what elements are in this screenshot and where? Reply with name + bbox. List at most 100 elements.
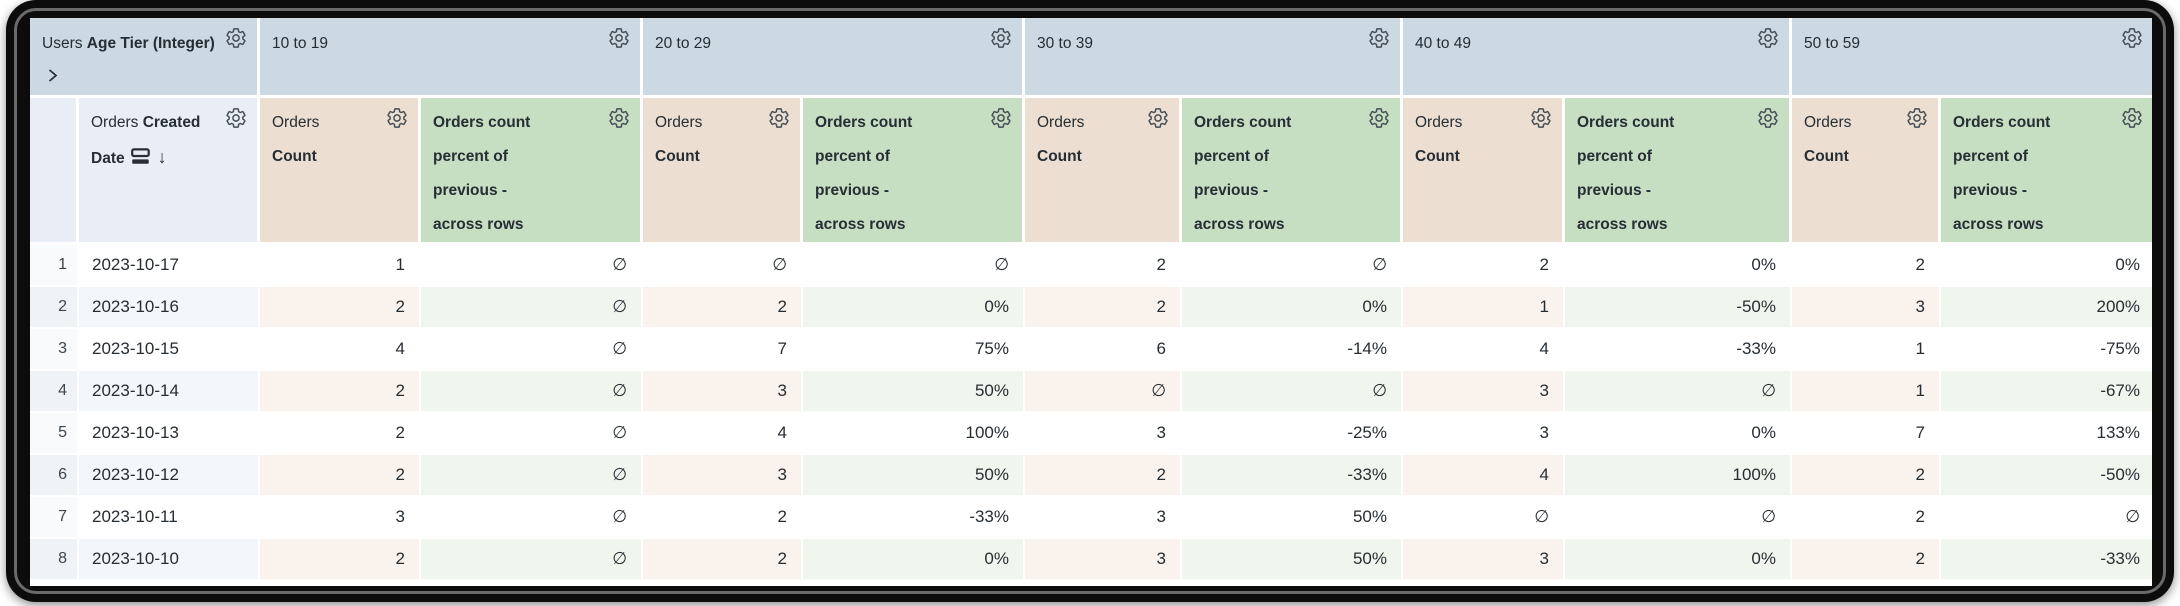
count-value-cell[interactable]: 1 bbox=[1792, 371, 1941, 413]
count-value-cell[interactable]: 2 bbox=[1025, 455, 1182, 497]
count-value-cell[interactable]: 2 bbox=[1792, 497, 1941, 539]
count-value-cell[interactable]: 1 bbox=[260, 245, 421, 287]
date-cell[interactable]: 2023-10-16 bbox=[79, 287, 260, 329]
gear-icon[interactable] bbox=[2121, 27, 2143, 49]
gear-icon[interactable] bbox=[608, 27, 630, 49]
count-value-cell[interactable]: 2 bbox=[260, 539, 421, 581]
count-value-cell[interactable]: 3 bbox=[1792, 287, 1941, 329]
count-value-cell[interactable]: 3 bbox=[1403, 371, 1565, 413]
count-value-cell[interactable]: 7 bbox=[1792, 413, 1941, 455]
percent-header-cell-10-to-19[interactable]: Orders count percent of previous - acros… bbox=[421, 98, 643, 245]
count-value-cell[interactable]: 2 bbox=[643, 497, 803, 539]
date-cell[interactable]: 2023-10-12 bbox=[79, 455, 260, 497]
gear-icon[interactable] bbox=[1906, 107, 1928, 129]
pivot-header-cell-10-19[interactable]: 10 to 19 bbox=[260, 18, 643, 98]
count-value-cell[interactable]: ∅ bbox=[1403, 497, 1565, 539]
date-cell[interactable]: 2023-10-13 bbox=[79, 413, 260, 455]
date-cell[interactable]: 2023-10-10 bbox=[79, 539, 260, 581]
percent-header-cell-50-to-59[interactable]: Orders count percent of previous - acros… bbox=[1941, 98, 2152, 245]
percent-value-cell[interactable]: 133% bbox=[1941, 413, 2152, 455]
count-header-cell-40-to-49[interactable]: Orders Count bbox=[1403, 98, 1565, 245]
count-value-cell[interactable]: 3 bbox=[260, 497, 421, 539]
percent-value-cell[interactable]: -33% bbox=[803, 497, 1025, 539]
count-value-cell[interactable]: 3 bbox=[1025, 497, 1182, 539]
date-header-cell[interactable]: Orders Created Date ↓ bbox=[79, 98, 260, 245]
sort-desc-arrow-icon[interactable]: ↓ bbox=[157, 147, 167, 167]
percent-value-cell[interactable]: -75% bbox=[1941, 329, 2152, 371]
gear-icon[interactable] bbox=[1757, 27, 1779, 49]
count-value-cell[interactable]: ∅ bbox=[643, 245, 803, 287]
percent-value-cell[interactable]: ∅ bbox=[1182, 245, 1403, 287]
percent-value-cell[interactable]: -33% bbox=[1941, 539, 2152, 581]
gear-icon[interactable] bbox=[1368, 107, 1390, 129]
percent-value-cell[interactable]: ∅ bbox=[421, 497, 643, 539]
count-value-cell[interactable]: 3 bbox=[1025, 539, 1182, 581]
gear-icon[interactable] bbox=[225, 27, 247, 49]
percent-value-cell[interactable]: 0% bbox=[1182, 287, 1403, 329]
count-value-cell[interactable]: 7 bbox=[643, 329, 803, 371]
percent-value-cell[interactable]: ∅ bbox=[421, 329, 643, 371]
percent-value-cell[interactable]: ∅ bbox=[421, 455, 643, 497]
count-value-cell[interactable]: 2 bbox=[260, 371, 421, 413]
count-value-cell[interactable]: 6 bbox=[1025, 329, 1182, 371]
percent-value-cell[interactable]: -50% bbox=[1941, 455, 2152, 497]
count-value-cell[interactable]: 2 bbox=[643, 287, 803, 329]
count-value-cell[interactable]: 2 bbox=[1025, 245, 1182, 287]
gear-icon[interactable] bbox=[608, 107, 630, 129]
gear-icon[interactable] bbox=[1530, 107, 1552, 129]
percent-value-cell[interactable]: ∅ bbox=[1565, 497, 1792, 539]
percent-value-cell[interactable]: ∅ bbox=[803, 245, 1025, 287]
gear-icon[interactable] bbox=[990, 107, 1012, 129]
gear-icon[interactable] bbox=[768, 107, 790, 129]
percent-header-cell-40-to-49[interactable]: Orders count percent of previous - acros… bbox=[1565, 98, 1792, 245]
gear-icon[interactable] bbox=[1368, 27, 1390, 49]
count-value-cell[interactable]: 3 bbox=[1025, 413, 1182, 455]
percent-value-cell[interactable]: 0% bbox=[1565, 539, 1792, 581]
count-header-cell-10-to-19[interactable]: Orders Count bbox=[260, 98, 421, 245]
count-value-cell[interactable]: 4 bbox=[1403, 455, 1565, 497]
count-value-cell[interactable]: 2 bbox=[260, 455, 421, 497]
percent-value-cell[interactable]: 0% bbox=[1941, 245, 2152, 287]
gear-icon[interactable] bbox=[1147, 107, 1169, 129]
percent-value-cell[interactable]: ∅ bbox=[1941, 497, 2152, 539]
count-value-cell[interactable]: 3 bbox=[1403, 413, 1565, 455]
gear-icon[interactable] bbox=[2121, 107, 2143, 129]
count-header-cell-20-to-29[interactable]: Orders Count bbox=[643, 98, 803, 245]
pivot-header-cell-30-39[interactable]: 30 to 39 bbox=[1025, 18, 1403, 98]
percent-value-cell[interactable]: ∅ bbox=[421, 371, 643, 413]
percent-value-cell[interactable]: 50% bbox=[1182, 539, 1403, 581]
percent-value-cell[interactable]: ∅ bbox=[421, 539, 643, 581]
count-value-cell[interactable]: 3 bbox=[1403, 539, 1565, 581]
corner-header-cell[interactable]: Users Age Tier (Integer) bbox=[30, 18, 260, 98]
pivot-header-cell-50-59[interactable]: 50 to 59 bbox=[1792, 18, 2152, 98]
date-cell[interactable]: 2023-10-17 bbox=[79, 245, 260, 287]
percent-header-cell-20-to-29[interactable]: Orders count percent of previous - acros… bbox=[803, 98, 1025, 245]
count-value-cell[interactable]: 1 bbox=[1403, 287, 1565, 329]
percent-value-cell[interactable]: -25% bbox=[1182, 413, 1403, 455]
count-value-cell[interactable]: 2 bbox=[1792, 539, 1941, 581]
date-cell[interactable]: 2023-10-15 bbox=[79, 329, 260, 371]
count-value-cell[interactable]: ∅ bbox=[1025, 371, 1182, 413]
percent-value-cell[interactable]: 0% bbox=[1565, 245, 1792, 287]
percent-value-cell[interactable]: ∅ bbox=[421, 287, 643, 329]
count-header-cell-30-to-39[interactable]: Orders Count bbox=[1025, 98, 1182, 245]
percent-value-cell[interactable]: ∅ bbox=[1182, 371, 1403, 413]
count-value-cell[interactable]: 3 bbox=[643, 371, 803, 413]
percent-value-cell[interactable]: ∅ bbox=[1565, 371, 1792, 413]
percent-value-cell[interactable]: 75% bbox=[803, 329, 1025, 371]
percent-value-cell[interactable]: 200% bbox=[1941, 287, 2152, 329]
subtotal-bars-icon[interactable] bbox=[130, 144, 152, 178]
count-value-cell[interactable]: 2 bbox=[1403, 245, 1565, 287]
count-value-cell[interactable]: 2 bbox=[643, 539, 803, 581]
percent-value-cell[interactable]: -50% bbox=[1565, 287, 1792, 329]
percent-value-cell[interactable]: ∅ bbox=[421, 245, 643, 287]
percent-value-cell[interactable]: 0% bbox=[803, 287, 1025, 329]
count-value-cell[interactable]: 4 bbox=[1403, 329, 1565, 371]
count-value-cell[interactable]: 4 bbox=[260, 329, 421, 371]
count-value-cell[interactable]: 2 bbox=[1792, 245, 1941, 287]
percent-value-cell[interactable]: 50% bbox=[1182, 497, 1403, 539]
percent-value-cell[interactable]: -14% bbox=[1182, 329, 1403, 371]
gear-icon[interactable] bbox=[990, 27, 1012, 49]
pivot-header-cell-20-29[interactable]: 20 to 29 bbox=[643, 18, 1025, 98]
percent-value-cell[interactable]: 0% bbox=[1565, 413, 1792, 455]
